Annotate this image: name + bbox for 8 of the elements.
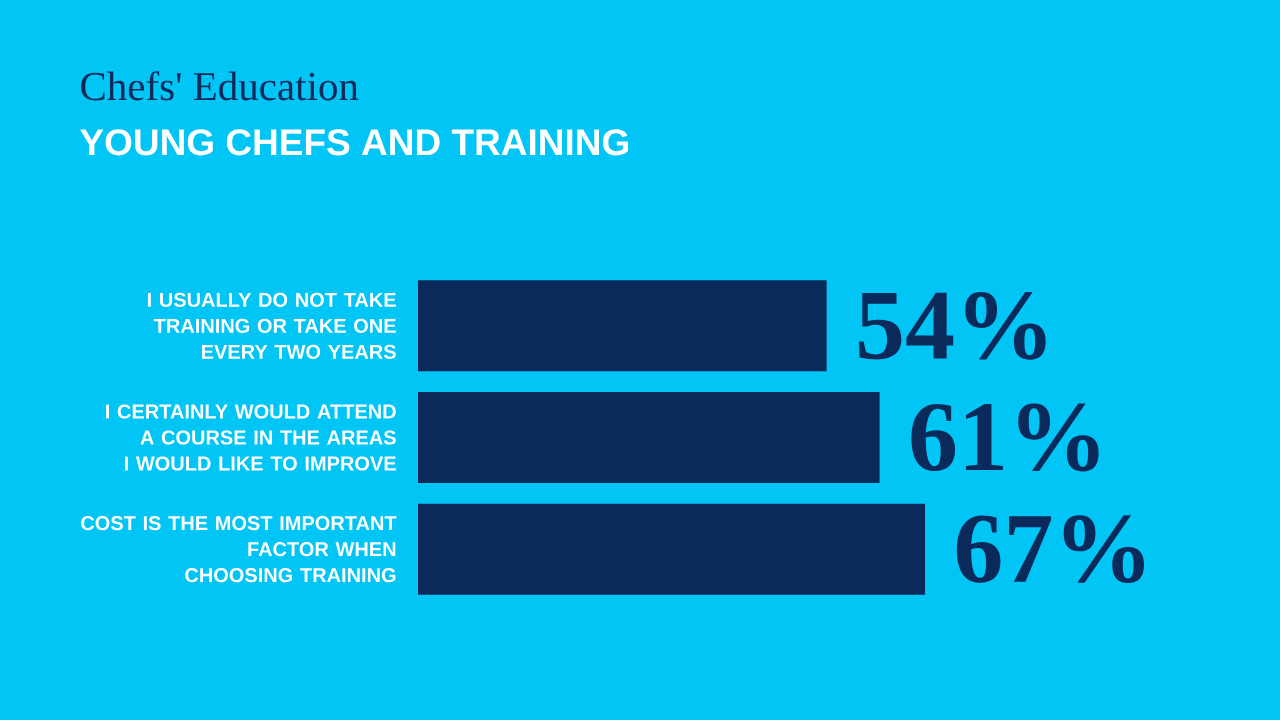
data-label: 61% bbox=[911, 403, 1099, 472]
data-label: 54% bbox=[859, 291, 1046, 360]
y-tick-label: I USUALLY DO NOT TAKE TRAINING OR TAKE ONE EVERY TWO YEARS bbox=[147, 292, 396, 359]
data-label: 67% bbox=[956, 515, 1145, 584]
chart-title: Chefs' Education bbox=[81, 71, 359, 101]
y-tick-label: COST IS THE MOST IMPORTANT FACTOR WHEN CHOOSING TRAINING bbox=[81, 516, 397, 583]
y-tick-label: I CERTAINLY WOULD ATTEND A COURSE IN THE AREAS I WOULD LIKE TO IMPROVE bbox=[106, 404, 396, 471]
chart-subtitle: YOUNG CHEFS AND TRAINING bbox=[80, 129, 628, 156]
